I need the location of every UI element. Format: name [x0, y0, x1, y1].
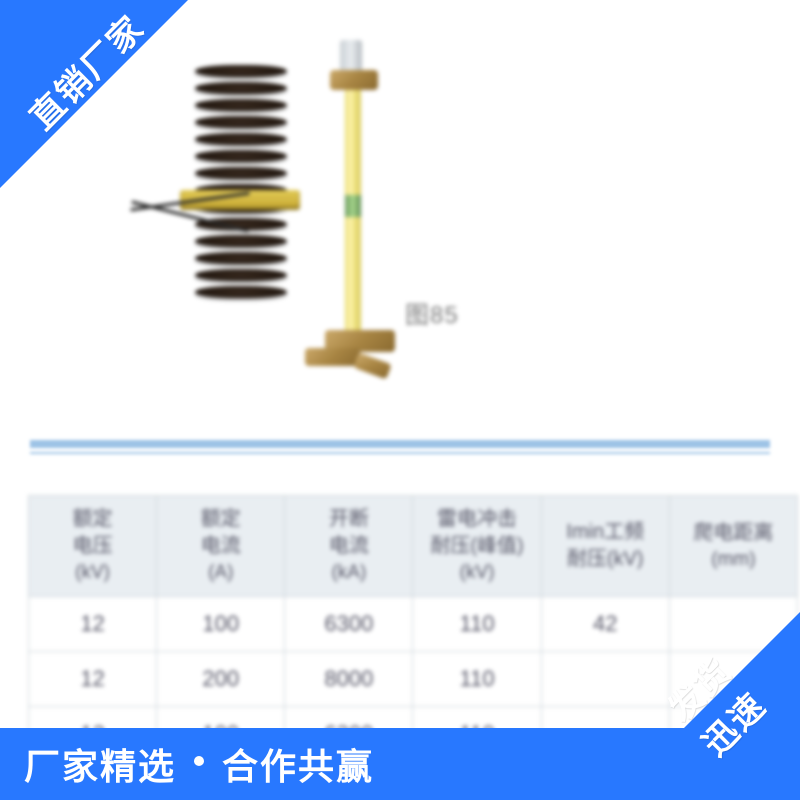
col-unit: (kV) — [35, 560, 150, 586]
col-unit: (mm) — [676, 547, 791, 573]
insulator-icon — [195, 65, 287, 305]
separator-bar — [30, 440, 770, 448]
cell: 110 — [413, 596, 541, 651]
col-title: 开断电流 — [329, 508, 369, 557]
cell: 12 — [29, 651, 157, 706]
col-unit: (kA) — [291, 560, 406, 586]
page-root: 图85 额定电压 (kV) 额定电流 (A) 开断电流 (kA) — [0, 0, 800, 800]
col-unit: (A) — [163, 560, 278, 586]
figure-caption: 图85 — [405, 295, 459, 330]
col-title: 爬电距离 — [693, 522, 773, 544]
col-creepage-distance: 爬电距离 (mm) — [669, 496, 797, 597]
col-impulse-withstand: 雷电冲击耐压(峰值) (kV) — [413, 496, 541, 597]
badge-bottom-right: 发货迅速 — [612, 612, 800, 800]
bottom-bar-text-b: 合作共赢 — [222, 738, 374, 790]
cell: 8000 — [285, 651, 413, 706]
badge-top-left: 直销厂家 — [0, 0, 188, 188]
col-breaking-current: 开断电流 (kA) — [285, 496, 413, 597]
cell: 110 — [413, 651, 541, 706]
dot-separator-icon — [194, 756, 204, 766]
bottom-bracket-icon — [305, 330, 405, 385]
col-title: 额定电流 — [201, 508, 241, 557]
bottom-bar-text-a: 厂家精选 — [24, 738, 176, 790]
cell: 100 — [157, 596, 285, 651]
top-bracket-icon — [330, 40, 385, 95]
col-power-freq-withstand: Imin工频耐压(kV) — [541, 496, 669, 597]
spec-table-head: 额定电压 (kV) 额定电流 (A) 开断电流 (kA) 雷电冲击耐压(峰值) … — [29, 496, 798, 597]
col-rated-current: 额定电流 (A) — [157, 496, 285, 597]
col-title: 雷电冲击耐压(峰值) — [430, 508, 523, 557]
cell: 6300 — [285, 596, 413, 651]
separator-line — [30, 452, 770, 454]
fuse-tube-icon — [345, 85, 361, 340]
cell: 200 — [157, 651, 285, 706]
col-title: Imin工频耐压(kV) — [566, 521, 644, 570]
cell: 12 — [29, 596, 157, 651]
table-header-row: 额定电压 (kV) 额定电流 (A) 开断电流 (kA) 雷电冲击耐压(峰值) … — [29, 496, 798, 597]
col-rated-voltage: 额定电压 (kV) — [29, 496, 157, 597]
col-title: 额定电压 — [73, 508, 113, 557]
col-unit: (kV) — [419, 560, 534, 586]
